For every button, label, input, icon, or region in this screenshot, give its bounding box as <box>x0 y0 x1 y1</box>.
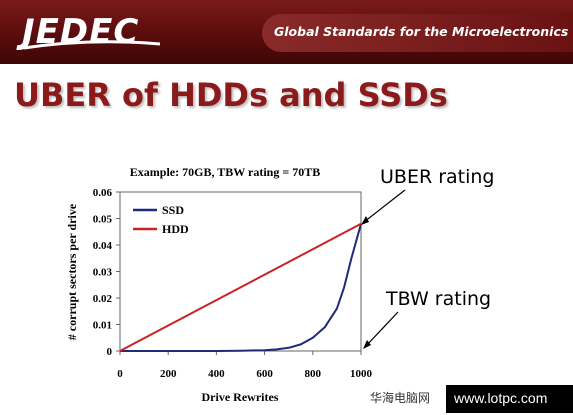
uber-arrowhead-icon <box>361 216 369 225</box>
x-tick-label: 0 <box>117 368 123 380</box>
series-line-hdd <box>119 222 362 352</box>
plot-area <box>119 191 362 352</box>
y-tick-label: 0.03 <box>93 267 113 279</box>
y-tick-label: 0.05 <box>93 214 113 226</box>
x-axis-label: Drive Rewrites <box>202 390 279 404</box>
x-tick-label: 800 <box>305 368 322 380</box>
logo-text: JEDEC <box>22 12 140 52</box>
x-tick-label: 400 <box>208 368 225 380</box>
x-tick-label: 600 <box>256 368 273 380</box>
y-tick-label: 0.02 <box>93 293 113 305</box>
series-line-ssd <box>120 223 362 352</box>
x-axis-ticks: 0 200 400 600 800 1000 <box>117 351 373 380</box>
logo-swoosh-icon <box>23 40 161 50</box>
legend-label-ssd: SSD <box>162 203 184 217</box>
tbw-arrowhead-icon <box>363 340 371 349</box>
uber-rating-callout: UBER rating <box>380 166 495 188</box>
y-tick-label: 0 <box>107 346 113 358</box>
tbw-rating-callout: TBW rating <box>386 288 492 310</box>
watermark-site-name: 华海电脑网 <box>370 391 431 405</box>
header-banner: JEDEC Global Standards for the Microelec… <box>0 0 573 64</box>
y-tick-label: 0.04 <box>93 240 113 252</box>
slide-title: UBER of HDDs and SSDs <box>14 76 448 114</box>
tagline-plate <box>262 14 573 52</box>
y-tick-label: 0.06 <box>93 187 113 199</box>
watermark-url: www.lotpc.com <box>454 390 548 406</box>
chart-title: Example: 70GB, TBW rating = 70TB <box>130 165 320 179</box>
banner-tagline: Global Standards for the Microelectronic… <box>274 24 573 39</box>
y-axis-ticks: 0 0.01 0.02 0.03 0.04 0.05 0.06 <box>93 187 120 358</box>
legend-label-hdd: HDD <box>162 222 189 236</box>
series-layer <box>119 222 362 352</box>
x-tick-label: 1000 <box>350 368 373 380</box>
jedec-logo: JEDEC <box>20 8 170 56</box>
watermark-url-box: www.lotpc.com <box>446 385 573 413</box>
y-tick-label: 0.01 <box>93 320 112 332</box>
chart-legend: SSD HDD <box>133 203 189 236</box>
y-axis-label: # corrupt sectors per drive <box>65 203 79 340</box>
tbw-callout-arrow <box>365 311 399 347</box>
uber-callout-arrow <box>363 189 406 223</box>
x-tick-label: 200 <box>160 368 177 380</box>
